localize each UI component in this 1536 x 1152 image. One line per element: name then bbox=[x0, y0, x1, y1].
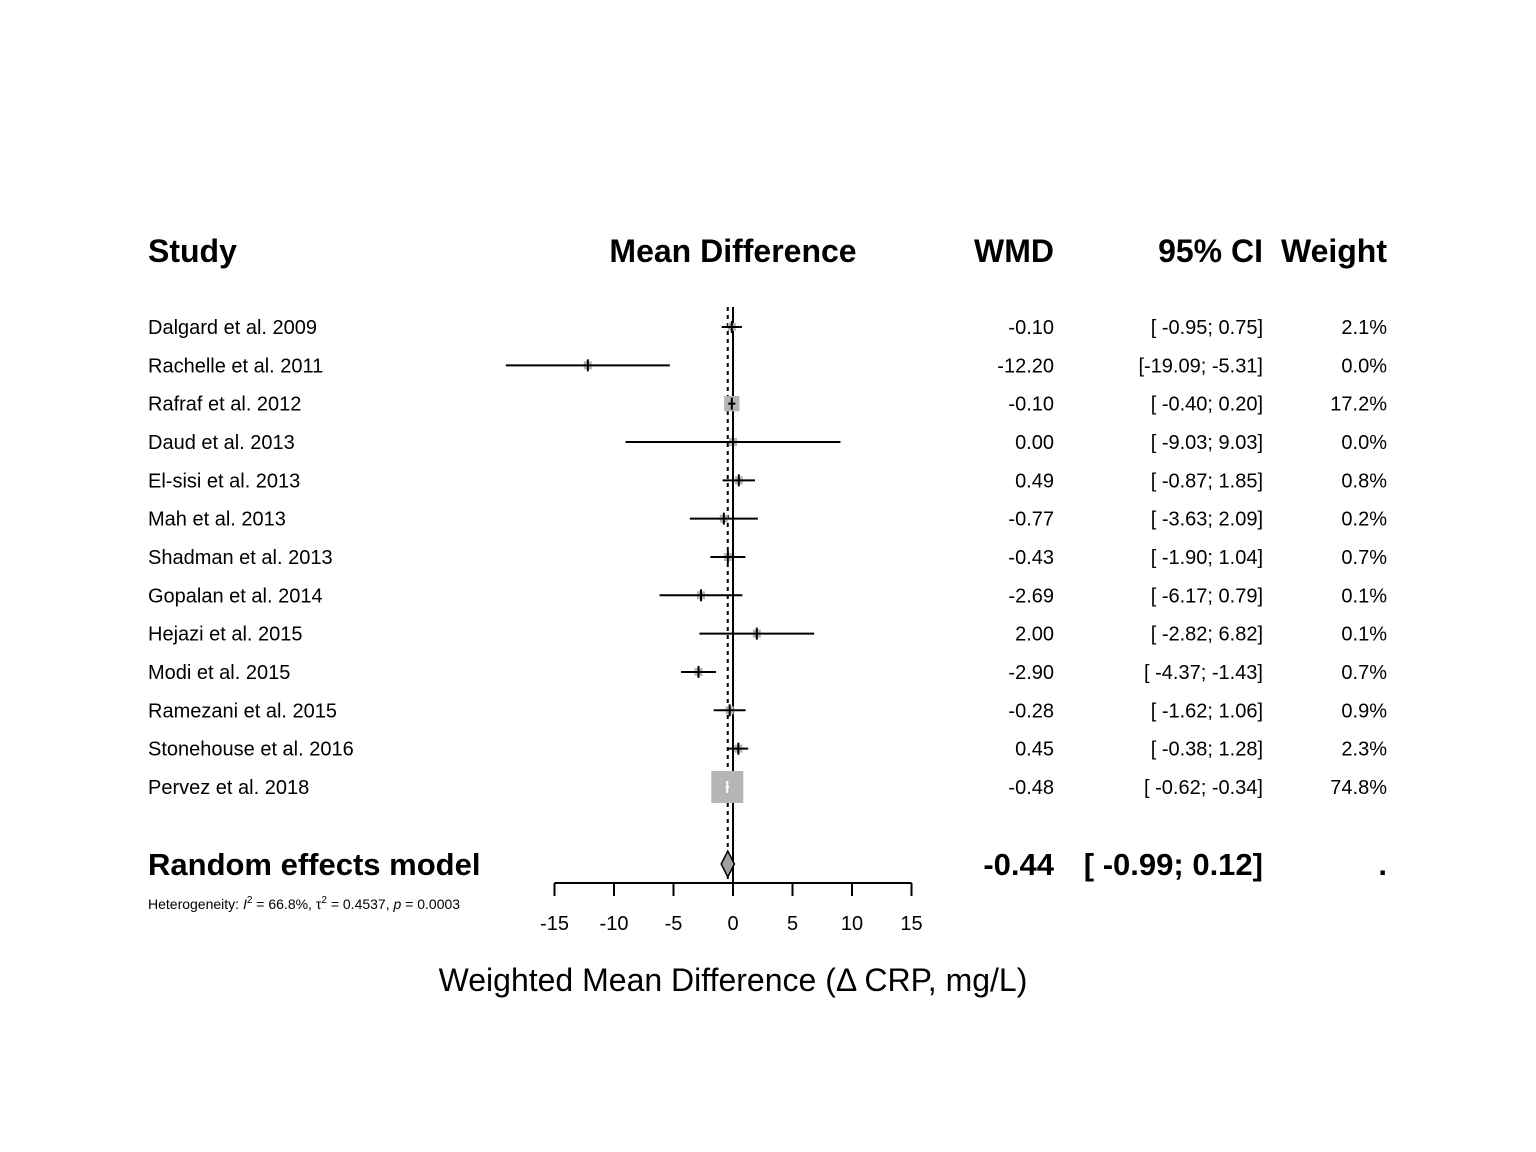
study-wmd: 0.00 bbox=[1015, 432, 1054, 454]
study-weight: 0.2% bbox=[1341, 509, 1387, 531]
study-ci: [ -2.82; 6.82] bbox=[1151, 624, 1263, 646]
study-ci: [ -9.03; 9.03] bbox=[1151, 432, 1263, 454]
header-ci: 95% CI bbox=[1158, 233, 1263, 269]
study-weight: 74.8% bbox=[1330, 777, 1387, 799]
study-name: Shadman et al. 2013 bbox=[148, 547, 333, 569]
study-wmd: -0.48 bbox=[1008, 777, 1054, 799]
study-name: Pervez et al. 2018 bbox=[148, 777, 309, 799]
study-wmd: -0.43 bbox=[1008, 547, 1054, 569]
study-weight: 2.3% bbox=[1341, 739, 1387, 761]
header-weight: Weight bbox=[1281, 233, 1387, 269]
header-mean-difference: Mean Difference bbox=[609, 233, 856, 269]
study-name: El-sisi et al. 2013 bbox=[148, 470, 300, 492]
x-tick-label: -15 bbox=[540, 913, 569, 935]
study-name: Rafraf et al. 2012 bbox=[148, 394, 301, 416]
het-p-symbol: p bbox=[393, 896, 402, 912]
study-name: Rachelle et al. 2011 bbox=[148, 355, 323, 377]
study-rows: Dalgard et al. 2009 -0.10 [ -0.95; 0.75] 2.… bbox=[148, 317, 1387, 799]
x-tick-label: 15 bbox=[900, 913, 922, 935]
pooled-row: Random effects model -0.44 [ -0.99; 0.12]. bbox=[148, 847, 1387, 882]
pooled-diamond bbox=[720, 849, 736, 879]
study-ci: [ -3.63; 2.09] bbox=[1151, 509, 1263, 531]
study-weight: 0.1% bbox=[1341, 585, 1387, 607]
x-tick-label: 10 bbox=[841, 913, 863, 935]
x-tick-label: -5 bbox=[665, 913, 683, 935]
study-name: Ramezani et al. 2015 bbox=[148, 700, 337, 722]
study-weight: 0.7% bbox=[1341, 547, 1387, 569]
het-i2-value: = 66.8%, bbox=[252, 896, 315, 912]
study-weight: 0.7% bbox=[1341, 662, 1387, 684]
study-wmd: 2.00 bbox=[1015, 624, 1054, 646]
study-name: Daud et al. 2013 bbox=[148, 432, 295, 454]
study-ci: [-19.09; -5.31] bbox=[1138, 355, 1263, 377]
plot-marks bbox=[505, 307, 841, 883]
study-weight: 0.8% bbox=[1341, 470, 1387, 492]
x-axis: -15 -10 -5 0 5 10 15 bbox=[540, 882, 923, 935]
study-ci: [ -0.40; 0.20] bbox=[1151, 394, 1263, 416]
study-wmd: -0.77 bbox=[1008, 509, 1054, 531]
study-name: Mah et al. 2013 bbox=[148, 509, 286, 531]
study-wmd: -12.20 bbox=[997, 355, 1054, 377]
header-study: Study bbox=[148, 233, 237, 269]
study-ci: [ -1.90; 1.04] bbox=[1151, 547, 1263, 569]
study-ci: [ -0.62; -0.34] bbox=[1144, 777, 1263, 799]
study-name: Stonehouse et al. 2016 bbox=[148, 739, 354, 761]
study-name: Gopalan et al. 2014 bbox=[148, 585, 323, 607]
study-ci: [ -0.38; 1.28] bbox=[1151, 739, 1263, 761]
x-axis-label: Weighted Mean Difference (Δ CRP, mg/L) bbox=[439, 962, 1028, 998]
study-ci: [ -1.62; 1.06] bbox=[1151, 700, 1263, 722]
x-tick-label: 0 bbox=[727, 913, 738, 935]
study-ci: [ -4.37; -1.43] bbox=[1144, 662, 1263, 684]
pooled-ci: [ -0.99; 0.12] bbox=[1084, 847, 1263, 882]
study-wmd: -0.10 bbox=[1008, 394, 1054, 416]
study-wmd: -2.90 bbox=[1008, 662, 1054, 684]
het-prefix: Heterogeneity: bbox=[148, 896, 243, 912]
study-ci: [ -0.95; 0.75] bbox=[1151, 317, 1263, 339]
study-wmd: -0.28 bbox=[1008, 700, 1054, 722]
het-i2-symbol: I bbox=[243, 896, 247, 912]
study-weight: 0.9% bbox=[1341, 700, 1387, 722]
study-wmd: -0.10 bbox=[1008, 317, 1054, 339]
column-headers: Study Mean Difference WMD 95% CI Weight bbox=[148, 233, 1387, 269]
study-weight: 0.1% bbox=[1341, 624, 1387, 646]
study-ci: [ -0.87; 1.85] bbox=[1151, 470, 1263, 492]
pooled-wmd: -0.44 bbox=[983, 847, 1054, 882]
study-name: Hejazi et al. 2015 bbox=[148, 624, 303, 646]
study-wmd: -2.69 bbox=[1008, 585, 1054, 607]
het-tau-value: = 0.4537, bbox=[327, 896, 394, 912]
study-name: Dalgard et al. 2009 bbox=[148, 317, 317, 339]
pooled-label: Random effects model bbox=[148, 847, 480, 882]
study-weight: 0.0% bbox=[1341, 355, 1387, 377]
study-weight: 17.2% bbox=[1330, 394, 1387, 416]
het-tau-sup: 2 bbox=[321, 895, 327, 906]
study-name: Modi et al. 2015 bbox=[148, 662, 290, 684]
pooled-weight: . bbox=[1378, 847, 1387, 882]
x-tick-label: 5 bbox=[787, 913, 798, 935]
study-ci: [ -6.17; 0.79] bbox=[1151, 585, 1263, 607]
header-wmd: WMD bbox=[974, 233, 1054, 269]
x-tick-label: -10 bbox=[600, 913, 629, 935]
heterogeneity-text: Heterogeneity: I2 = 66.8%, τ2 = 0.4537, … bbox=[148, 895, 460, 912]
het-p-value: = 0.0003 bbox=[401, 896, 460, 912]
het-i2-sup: 2 bbox=[247, 895, 253, 906]
study-weight: 0.0% bbox=[1341, 432, 1387, 454]
study-weight: 2.1% bbox=[1341, 317, 1387, 339]
het-tau-symbol: τ bbox=[316, 896, 322, 912]
study-wmd: 0.45 bbox=[1015, 739, 1054, 761]
study-wmd: 0.49 bbox=[1015, 470, 1054, 492]
